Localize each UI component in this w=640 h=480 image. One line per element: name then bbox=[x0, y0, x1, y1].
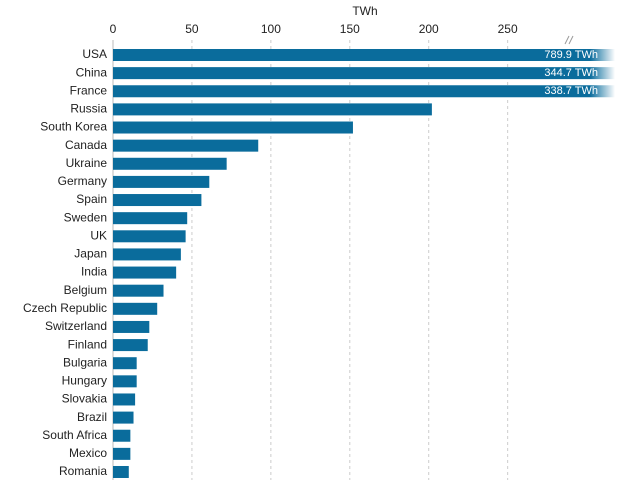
y-tick-label: Brazil bbox=[77, 410, 107, 424]
bar bbox=[113, 194, 202, 207]
y-tick-label: USA bbox=[82, 47, 107, 61]
bar bbox=[113, 157, 227, 170]
bar bbox=[113, 49, 615, 61]
value-label: 338.7 TWh bbox=[544, 85, 598, 97]
axis-break bbox=[564, 35, 574, 45]
y-tick-label: Switzerland bbox=[45, 319, 107, 333]
y-tick-label: France bbox=[70, 83, 108, 97]
value-label: 789.9 TWh bbox=[544, 49, 598, 61]
bar bbox=[113, 175, 210, 188]
x-tick-label: 0 bbox=[110, 22, 117, 36]
y-tick-label: Czech Republic bbox=[23, 301, 107, 315]
x-tick-label: 200 bbox=[419, 22, 439, 36]
x-tick-label: 100 bbox=[261, 22, 281, 36]
bar bbox=[113, 139, 259, 152]
bar bbox=[113, 465, 129, 478]
y-tick-label: Bulgaria bbox=[63, 355, 107, 369]
bar bbox=[113, 302, 158, 315]
value-label: 344.7 TWh bbox=[544, 67, 598, 79]
y-tick-label: India bbox=[81, 265, 107, 279]
y-tick-label: Spain bbox=[76, 192, 107, 206]
x-tick-label: 250 bbox=[498, 22, 518, 36]
bar-fade bbox=[590, 44, 615, 100]
bar bbox=[113, 375, 137, 388]
y-tick-label: Sweden bbox=[64, 210, 107, 224]
bar bbox=[113, 357, 137, 370]
bar bbox=[113, 248, 181, 261]
y-tick-label: Slovakia bbox=[62, 392, 108, 406]
y-tick-label: Romania bbox=[59, 464, 107, 478]
x-tick-label: 150 bbox=[340, 22, 360, 36]
y-tick-label: Canada bbox=[65, 138, 107, 152]
y-tick-label: Russia bbox=[70, 102, 107, 116]
y-tick-label: Ukraine bbox=[66, 156, 108, 170]
y-tick-label: Hungary bbox=[62, 374, 107, 388]
bar bbox=[113, 121, 353, 134]
bar bbox=[113, 103, 432, 116]
y-tick-label: South Korea bbox=[40, 120, 107, 134]
y-tick-label: UK bbox=[90, 228, 107, 242]
y-tick-label: Japan bbox=[74, 247, 107, 261]
y-tick-label: Mexico bbox=[69, 446, 107, 460]
y-tick-label: South Africa bbox=[42, 428, 107, 442]
y-tick-label: China bbox=[76, 65, 108, 79]
bar bbox=[113, 447, 131, 460]
y-tick-label: Germany bbox=[58, 174, 107, 188]
bar bbox=[113, 393, 136, 406]
bar bbox=[113, 429, 131, 442]
bar bbox=[113, 266, 177, 279]
bar bbox=[113, 411, 134, 424]
y-tick-label: Belgium bbox=[64, 283, 107, 297]
bar bbox=[113, 230, 186, 243]
axis-title: TWh bbox=[352, 4, 377, 18]
bar bbox=[113, 85, 615, 98]
bar bbox=[113, 339, 148, 352]
bar bbox=[113, 67, 615, 80]
bar bbox=[113, 320, 150, 333]
bar bbox=[113, 212, 188, 225]
x-tick-label: 50 bbox=[185, 22, 199, 36]
y-tick-label: Finland bbox=[68, 337, 107, 351]
bar bbox=[113, 284, 164, 297]
